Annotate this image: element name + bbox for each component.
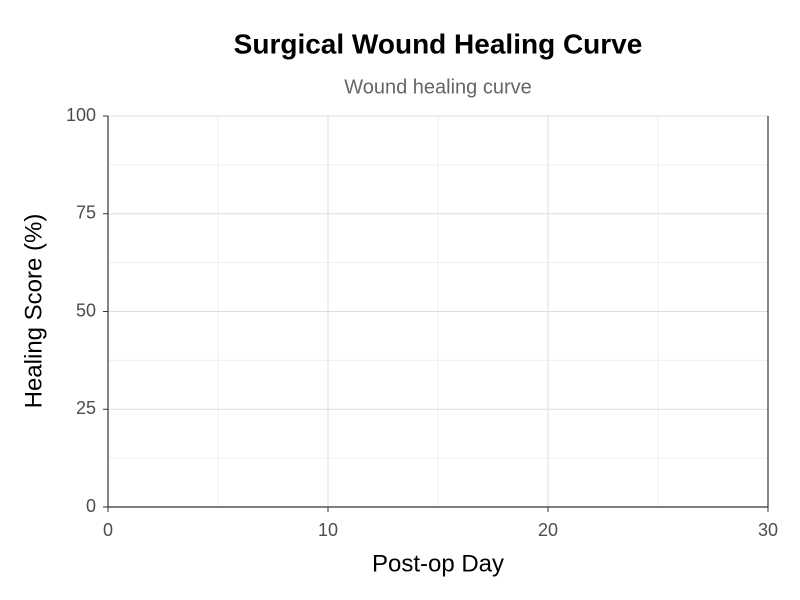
- y-tick-label: 75: [76, 203, 96, 223]
- y-tick-label: 25: [76, 398, 96, 418]
- x-tick-label: 20: [538, 520, 558, 540]
- y-tick-label: 100: [66, 105, 96, 125]
- x-tick-label: 10: [318, 520, 338, 540]
- chart-title: Surgical Wound Healing Curve: [234, 28, 643, 59]
- x-axis-label: Post-op Day: [372, 550, 504, 577]
- x-tick-label: 30: [758, 520, 778, 540]
- chart-subtitle: Wound healing curve: [344, 76, 532, 98]
- y-tick-label: 0: [86, 496, 96, 516]
- x-tick-label: 0: [103, 520, 113, 540]
- y-tick-label: 50: [76, 300, 96, 320]
- y-axis-label: Healing Score (%): [20, 214, 47, 409]
